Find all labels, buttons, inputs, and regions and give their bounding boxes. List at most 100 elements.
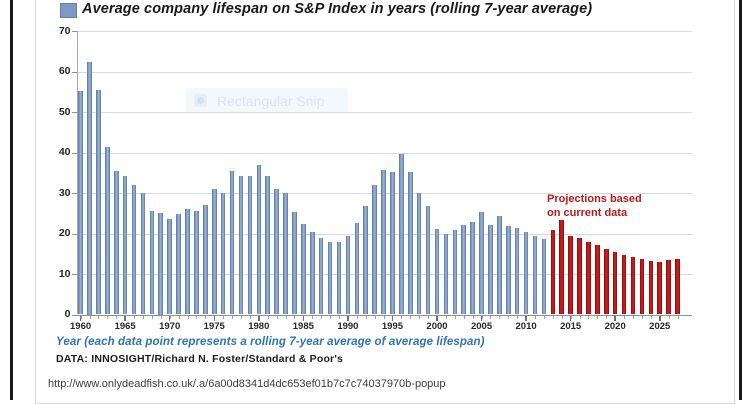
x-minor-tick [410,316,412,319]
left-frame-edge [10,0,13,400]
x-minor-tick [321,316,323,319]
chart-bar [399,153,404,315]
x-axis-label: 2015 [560,320,582,332]
x-minor-tick [517,316,519,319]
chart-bar [372,185,377,315]
chart-bar [666,259,671,315]
chart-bar [203,205,208,315]
x-minor-tick [454,316,456,319]
x-minor-tick [116,316,118,319]
chart-bar [265,176,270,315]
chart-bar [532,235,538,315]
y-tick [71,193,77,195]
chart-bar [122,176,128,315]
x-minor-tick [134,316,136,319]
x-minor-tick [490,316,492,319]
x-axis-caption: Year (each data point represents a rolli… [56,336,485,348]
y-tick [71,152,77,154]
chart-bar [167,219,172,315]
x-minor-tick [552,316,554,319]
chart-bar [505,225,511,315]
x-minor-tick [641,316,643,319]
x-minor-tick [294,316,296,319]
y-axis-line [76,31,78,315]
x-minor-tick [579,316,581,319]
x-minor-tick [499,316,501,319]
x-major-tick [436,316,438,321]
x-minor-tick [249,316,251,319]
x-minor-tick [668,316,670,319]
chart-bar [354,223,360,315]
chart-bar [639,259,645,315]
x-minor-tick [419,316,421,319]
chart-bar [140,193,146,315]
x-minor-tick [401,316,403,319]
x-minor-tick [365,316,367,319]
x-axis-label: 1965 [114,320,136,332]
x-minor-tick [285,316,287,319]
y-tick [71,71,77,73]
x-minor-tick [107,316,109,319]
x-major-tick [525,316,527,321]
chart-bar [309,231,315,315]
x-axis-label: 2025 [649,320,671,332]
y-axis-label: 20 [58,227,71,240]
x-axis-label: 2020 [604,320,626,332]
chart-bar [247,175,253,315]
chart-bar [470,221,475,315]
projection-note-line2: on current data [547,206,628,219]
chart-bar [497,216,502,315]
x-minor-tick [624,316,626,319]
chart-bar [568,236,573,315]
chart-bar [407,171,413,315]
x-minor-tick [142,316,144,319]
chart-bar [550,229,556,315]
legend-swatch [60,3,77,18]
chart-bar [381,170,386,315]
chart-bar [336,241,342,315]
chart-bar [318,238,324,315]
x-axis-label: 2005 [470,320,493,332]
x-axis-label: 1970 [159,320,181,332]
chart-bar [301,223,306,315]
x-axis-label: 1985 [292,320,314,332]
chart-bar [416,193,422,315]
chart-bar [461,224,467,315]
x-minor-tick [588,316,590,319]
y-axis-label: 60 [58,65,71,78]
y-tick [71,233,77,235]
chart-bar [586,241,591,315]
x-minor-tick [240,316,242,319]
y-axis-label: 50 [58,105,71,118]
chart-bar [523,232,529,315]
x-axis-label: 1995 [381,320,403,332]
chart-bar [603,248,609,315]
rectangular-snip-icon [194,94,207,107]
chart-bar [149,211,155,315]
x-minor-tick [650,316,652,319]
x-minor-tick [312,316,314,319]
y-axis-label: 70 [58,24,71,37]
chart-bar [185,209,190,315]
x-axis-label: 2010 [515,320,537,332]
chart-bar [105,146,110,315]
x-major-tick [79,316,82,321]
x-minor-tick [232,316,234,319]
chart-bar [229,170,235,315]
url-caption: http://www.onlydeadfish.co.uk/.a/6a00d83… [48,378,446,390]
x-major-tick [659,316,661,321]
x-axis-label: 1990 [337,320,359,332]
chart-bar [113,170,119,315]
x-major-tick [480,316,483,321]
gridline [76,112,692,114]
x-minor-tick [223,316,225,319]
y-axis-label: 10 [58,267,71,280]
chart-bar [488,224,493,315]
chart-bar [274,189,279,315]
x-minor-tick [535,316,536,319]
x-major-tick [347,316,349,321]
x-minor-tick [276,316,278,319]
x-axis-label: 2000 [426,320,448,332]
